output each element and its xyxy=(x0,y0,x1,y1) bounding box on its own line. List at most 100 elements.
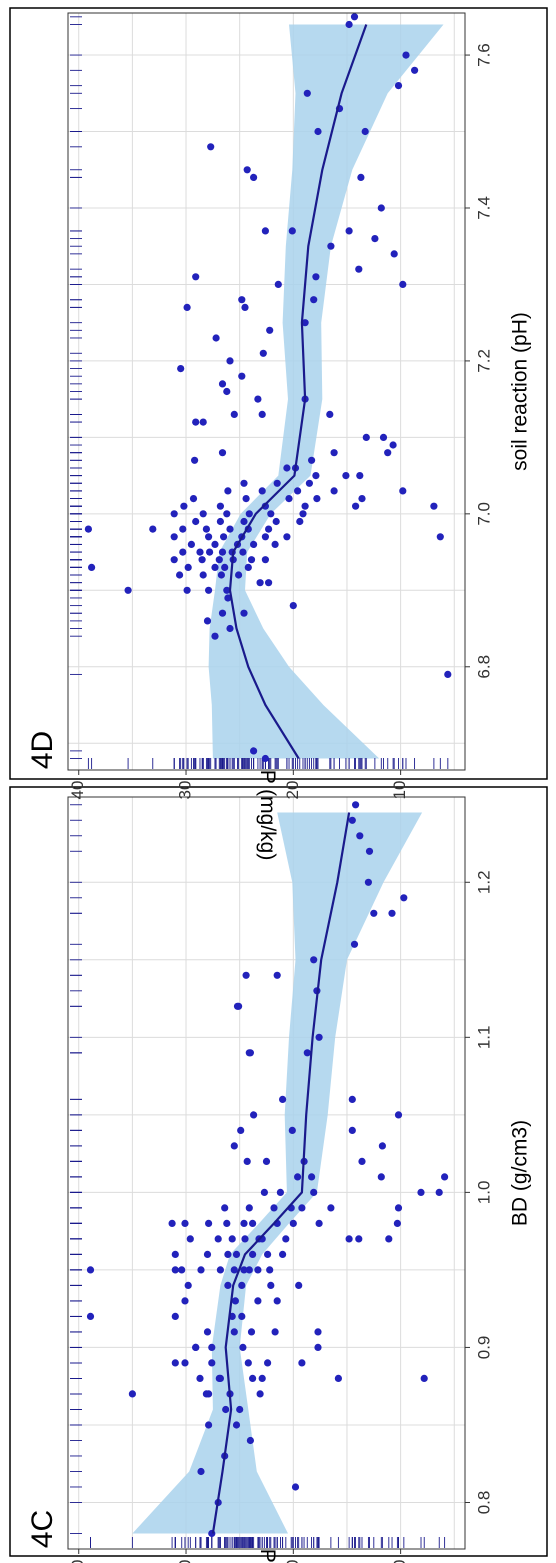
data-point xyxy=(228,1235,236,1243)
data-point xyxy=(184,1281,192,1289)
data-point xyxy=(168,1219,176,1227)
data-point xyxy=(393,1219,401,1227)
data-point xyxy=(226,357,234,365)
x-tick-label: 7.0 xyxy=(474,502,493,526)
data-point xyxy=(223,1219,231,1227)
data-point xyxy=(288,1126,296,1134)
data-point xyxy=(171,1250,179,1258)
data-point xyxy=(291,1483,300,1491)
data-point xyxy=(249,1219,257,1227)
data-point xyxy=(216,1374,224,1382)
confidence-band xyxy=(208,24,444,759)
data-point xyxy=(202,525,210,533)
data-point xyxy=(285,495,293,503)
x-tick-label: 1.1 xyxy=(474,1026,493,1050)
data-point xyxy=(243,1157,251,1165)
data-point xyxy=(444,670,452,679)
data-point xyxy=(235,571,243,579)
data-point xyxy=(237,1126,245,1134)
data-point xyxy=(191,456,199,464)
data-point xyxy=(441,1173,449,1181)
data-point xyxy=(342,472,350,480)
data-point xyxy=(221,1204,229,1212)
data-point xyxy=(203,617,212,625)
data-point xyxy=(262,1157,271,1165)
data-point xyxy=(186,1235,194,1243)
data-point xyxy=(312,472,320,480)
data-point xyxy=(256,579,264,587)
data-point xyxy=(283,533,291,541)
data-point xyxy=(223,586,231,594)
data-point xyxy=(279,1095,287,1103)
data-point xyxy=(86,1266,95,1274)
data-point xyxy=(239,1343,247,1351)
y-tick-label: 10 xyxy=(390,1560,409,1563)
data-point xyxy=(240,479,248,487)
data-point xyxy=(357,173,365,181)
data-point xyxy=(207,143,215,151)
data-point xyxy=(239,548,247,556)
data-point xyxy=(208,1343,216,1351)
data-point xyxy=(250,1111,258,1119)
data-point xyxy=(247,1328,256,1336)
y-axis-title: P (mg/kg) xyxy=(256,1549,279,1563)
data-point xyxy=(361,127,369,136)
data-point xyxy=(192,418,200,426)
data-point xyxy=(232,1250,241,1258)
data-point xyxy=(240,517,248,526)
data-point xyxy=(179,548,187,556)
data-point xyxy=(238,1281,246,1289)
x-tick-label: 6.8 xyxy=(474,655,493,679)
data-point xyxy=(327,242,335,250)
data-point xyxy=(189,495,198,503)
data-point xyxy=(88,563,96,572)
data-point xyxy=(179,525,187,533)
y-tick-label: 20 xyxy=(283,781,302,800)
data-point xyxy=(417,1188,425,1196)
x-tick-label: 7.6 xyxy=(474,43,493,67)
data-point xyxy=(196,1374,204,1382)
data-point xyxy=(233,1002,242,1010)
data-point xyxy=(283,464,291,472)
data-point xyxy=(352,502,360,510)
data-point xyxy=(264,1359,272,1367)
data-point xyxy=(198,556,206,564)
data-point xyxy=(243,166,251,174)
data-point xyxy=(242,495,250,503)
data-point xyxy=(249,1374,257,1382)
data-point xyxy=(216,1266,224,1274)
data-point xyxy=(211,540,219,549)
data-point xyxy=(170,510,178,518)
data-point xyxy=(218,609,227,617)
data-point xyxy=(199,510,207,518)
data-point xyxy=(312,273,320,281)
data-point xyxy=(303,1049,311,1057)
data-point xyxy=(330,449,338,457)
data-point xyxy=(261,533,269,541)
data-point xyxy=(327,1204,335,1212)
panel-label: 4D xyxy=(26,731,59,769)
data-points xyxy=(86,801,449,1538)
data-point xyxy=(216,502,224,510)
data-point xyxy=(254,395,262,403)
panel-4d: 6.8 7.0 7.2 7.4 7.6 10 20 30 40 soil reaction (p… xyxy=(9,7,548,860)
data-point xyxy=(308,1173,316,1181)
data-point xyxy=(242,971,250,979)
data-point xyxy=(181,1297,189,1305)
data-point xyxy=(232,1421,241,1429)
data-point xyxy=(314,1343,322,1351)
data-point xyxy=(282,1235,290,1243)
data-point xyxy=(394,82,403,90)
rug-marks xyxy=(70,16,449,769)
data-point xyxy=(240,1266,248,1274)
data-point xyxy=(205,1219,213,1227)
data-point xyxy=(222,1405,230,1414)
data-point xyxy=(245,510,253,518)
data-point xyxy=(84,525,92,533)
data-point xyxy=(399,280,407,288)
data-point xyxy=(86,1312,95,1320)
data-point xyxy=(315,1033,323,1041)
data-point xyxy=(394,1204,403,1212)
data-point xyxy=(436,533,444,541)
plot-border xyxy=(67,12,466,771)
